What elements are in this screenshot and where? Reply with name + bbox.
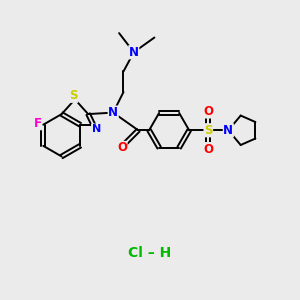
Text: O: O bbox=[203, 142, 213, 156]
Text: N: N bbox=[108, 106, 118, 119]
Text: S: S bbox=[69, 89, 78, 102]
Text: N: N bbox=[129, 46, 139, 59]
Text: F: F bbox=[33, 117, 41, 130]
Text: O: O bbox=[203, 105, 213, 118]
Text: O: O bbox=[117, 141, 127, 154]
Text: S: S bbox=[204, 124, 212, 137]
Text: N: N bbox=[223, 124, 233, 137]
Text: Cl – H: Cl – H bbox=[128, 246, 172, 260]
Text: N: N bbox=[92, 124, 101, 134]
